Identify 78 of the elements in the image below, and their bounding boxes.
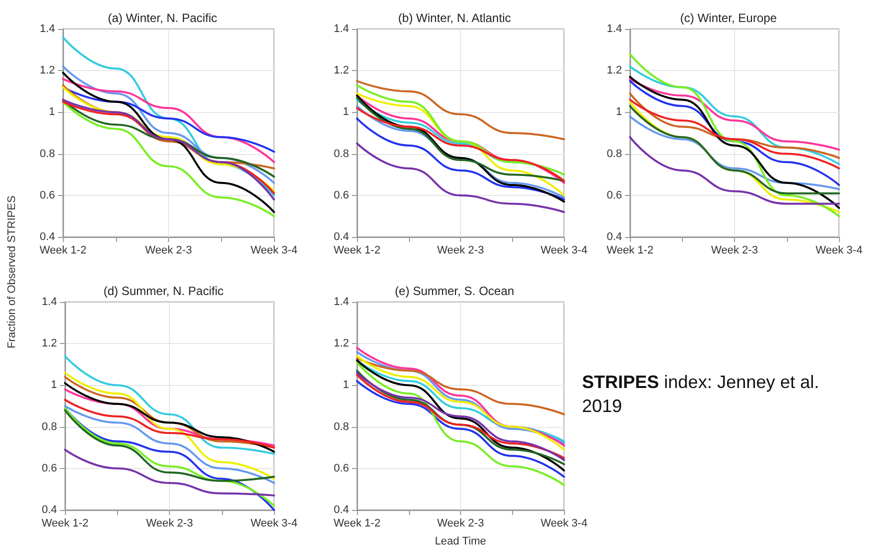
- chart-title: (e) Summer, S. Ocean: [394, 284, 514, 298]
- y-tick-label: 1.2: [334, 64, 349, 77]
- line-series: [629, 78, 840, 151]
- line-series: [629, 98, 840, 170]
- y-tick-label: 1.2: [606, 64, 622, 77]
- y-tick-label: 0.6: [334, 462, 349, 474]
- line-series: [629, 115, 840, 190]
- y-tick-label: 0.6: [606, 189, 622, 202]
- x-tick-label: Week 3-4: [540, 518, 588, 530]
- chart-title: (c) Winter, Europe: [680, 11, 778, 25]
- y-tick-label: 1.4: [40, 23, 55, 35]
- x-tick-label: Week 1-2: [606, 244, 654, 256]
- line-series: [629, 92, 840, 159]
- line-series: [356, 142, 565, 214]
- line-series: [62, 36, 275, 196]
- line-series: [629, 65, 840, 166]
- y-tick-label: 0.4: [606, 231, 622, 243]
- line-series: [356, 117, 565, 201]
- y-tick-label: 1.2: [42, 338, 57, 350]
- y-tick-label: 1.2: [334, 338, 349, 350]
- y-tick-label: 1: [342, 379, 349, 392]
- x-tick-label: Week 3-4: [540, 244, 588, 256]
- y-tick-label: 0.6: [334, 189, 349, 202]
- y-tick-label: 0.8: [334, 148, 349, 160]
- y-tick-label: 0.8: [40, 148, 55, 160]
- line-series: [629, 76, 840, 209]
- x-tick-label: Week 2-3: [146, 518, 193, 530]
- text: STRIPES index: Jenney et al. 2019: [582, 372, 820, 416]
- y-tick-label: 0.4: [40, 231, 55, 243]
- line-series: [64, 372, 275, 480]
- x-axis-title: Lead Time: [434, 536, 486, 548]
- line-series: [629, 104, 840, 194]
- y-tick-label: 1.4: [334, 23, 349, 35]
- x-tick-label: Week 2-3: [437, 244, 484, 256]
- line-series: [64, 398, 275, 449]
- x-tick-label: Week 3-4: [816, 244, 862, 256]
- y-tick-label: 0.4: [42, 504, 57, 516]
- x-tick-label: Week 1-2: [40, 244, 86, 256]
- y-tick-label: 0.4: [334, 231, 349, 243]
- line-series: [629, 136, 840, 205]
- x-tick-label: Week 3-4: [250, 244, 298, 256]
- line-series: [629, 80, 840, 186]
- y-axis-title: Fraction of Observed STRIPES: [6, 196, 18, 348]
- y-tick-label: 1: [48, 106, 55, 118]
- x-tick-label: Week 2-3: [437, 518, 484, 530]
- y-tick-label: 0.6: [42, 462, 57, 474]
- line-series: [62, 100, 275, 218]
- line-series: [64, 448, 275, 496]
- line-series: [356, 80, 565, 140]
- line-series: [356, 380, 565, 478]
- chart-title: (d) Summer, N. Pacific: [103, 284, 224, 298]
- line-series: [62, 72, 275, 214]
- y-tick-label: 0.8: [606, 148, 622, 160]
- line-series: [356, 84, 565, 176]
- y-tick-label: 0.6: [40, 189, 55, 202]
- y-tick-label: 1: [342, 106, 349, 118]
- line-series: [629, 52, 840, 218]
- line-series: [62, 98, 275, 178]
- line-series: [356, 357, 565, 416]
- line-series: [62, 65, 275, 184]
- x-tick-label: Week 2-3: [711, 244, 758, 256]
- x-tick-label: Week 1-2: [42, 518, 88, 530]
- x-tick-label: Week 3-4: [250, 518, 298, 530]
- chart-title: (a) Winter, N. Pacific: [108, 11, 218, 25]
- y-tick-label: 1: [50, 379, 57, 392]
- x-tick-label: Week 1-2: [334, 244, 380, 256]
- y-tick-label: 0.8: [334, 420, 349, 433]
- line-series: [64, 355, 275, 455]
- y-tick-label: 1.4: [42, 296, 57, 308]
- y-tick-label: 0.4: [334, 504, 349, 516]
- y-tick-label: 0.8: [42, 420, 57, 433]
- chart-title: (b) Winter, N. Atlantic: [398, 11, 511, 25]
- x-tick-label: Week 2-3: [145, 244, 192, 256]
- x-tick-label: Week 1-2: [334, 518, 380, 530]
- y-tick-label: 1.4: [606, 23, 622, 35]
- y-tick-label: 1: [616, 106, 622, 118]
- y-tick-label: 1.4: [334, 296, 349, 308]
- y-tick-label: 1.2: [40, 64, 55, 77]
